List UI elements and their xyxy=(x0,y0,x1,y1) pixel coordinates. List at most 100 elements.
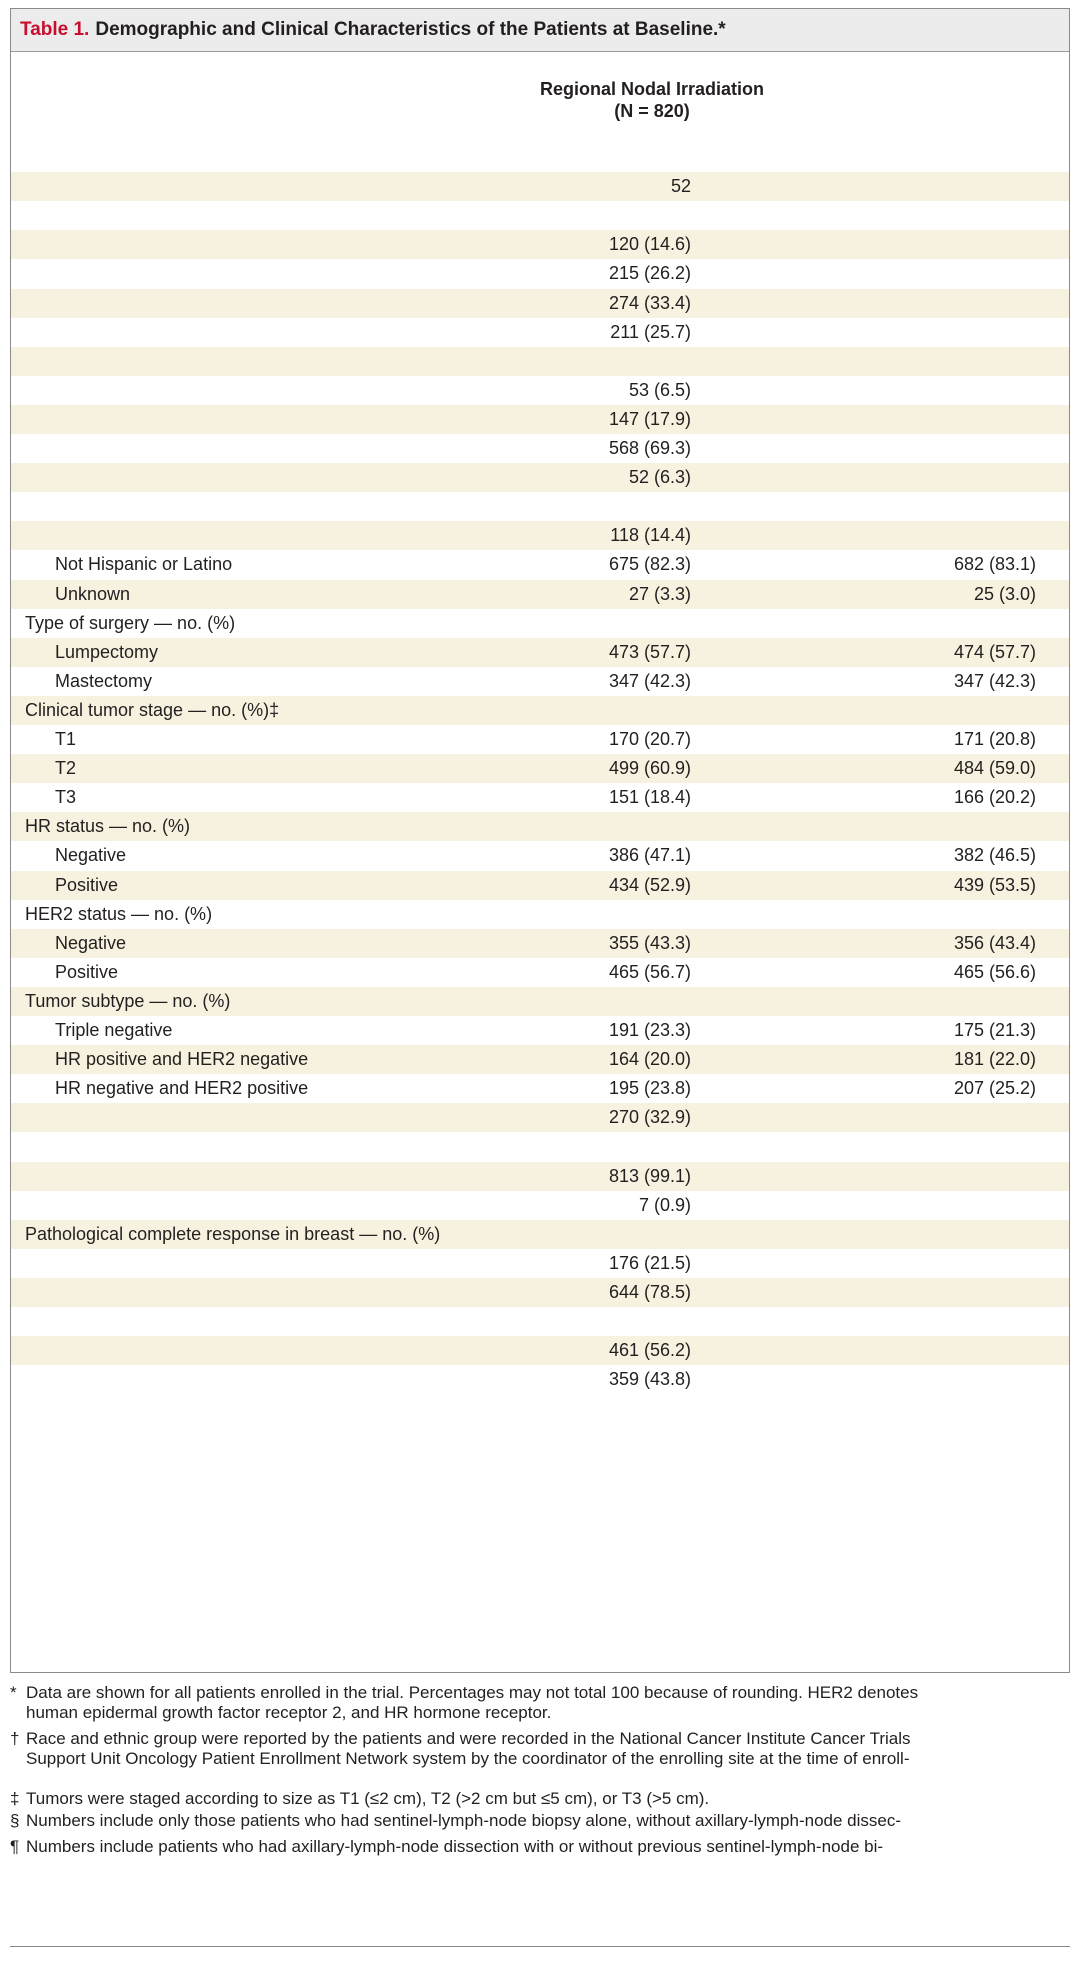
table-row: HER2 status — no. (%) xyxy=(11,900,1069,929)
cell-rni: 347 (42.3) xyxy=(608,670,691,691)
footnote-line: * Data are shown for all patients enrolle… xyxy=(10,1682,918,1704)
row-label: HR status — no. (%) xyxy=(25,816,191,837)
table-row: 644 (78.5) xyxy=(11,1277,1069,1307)
table-row xyxy=(11,492,1069,521)
cell-rni: 499 (60.9) xyxy=(608,758,691,779)
table-row: 274 (33.4) xyxy=(11,288,1069,318)
cell-rni: 274 (33.4) xyxy=(608,292,691,313)
row-label: T1 xyxy=(55,729,77,750)
row-label: Tumor subtype — no. (%) xyxy=(25,990,231,1011)
cell-control: 465 (56.6) xyxy=(953,961,1036,982)
cell-control: 347 (42.3) xyxy=(953,670,1036,691)
cell-rni: 215 (26.2) xyxy=(608,263,691,284)
cell-control: 484 (59.0) xyxy=(953,758,1036,779)
cell-rni: 644 (78.5) xyxy=(608,1281,691,1302)
cell-rni: 7 (0.9) xyxy=(638,1194,691,1215)
table-row: 120 (14.6) xyxy=(11,230,1069,260)
table-row: Lumpectomy 473 (57.7) 474 (57.7) xyxy=(11,637,1069,667)
footnote-text: Race and ethnic group were reported by t… xyxy=(26,1729,911,1748)
cell-control: 171 (20.8) xyxy=(953,729,1036,750)
cell-rni: 164 (20.0) xyxy=(608,1049,691,1070)
row-label: HR positive and HER2 negative xyxy=(55,1049,309,1070)
footnote-line: † Race and ethnic group were reported by … xyxy=(10,1728,911,1750)
footnote-line: Support Unit Oncology Patient Enrollment… xyxy=(10,1748,910,1770)
cell-control: 356 (43.4) xyxy=(953,932,1036,953)
row-label: Type of surgery — no. (%) xyxy=(25,612,236,633)
footnote-line: human epidermal growth factor receptor 2… xyxy=(10,1702,551,1724)
row-label: HR negative and HER2 positive xyxy=(55,1078,309,1099)
row-label: Clinical tumor stage — no. (%)‡ xyxy=(25,699,280,720)
table-row: Negative 386 (47.1) 382 (46.5) xyxy=(11,841,1069,870)
cell-control: 175 (21.3) xyxy=(953,1020,1036,1041)
column-header: Regional Nodal Irradiation (N = 820) xyxy=(11,52,1069,142)
table-row: 270 (32.9) xyxy=(11,1103,1069,1133)
cell-control: 382 (46.5) xyxy=(953,845,1036,866)
cell-control: 439 (53.5) xyxy=(953,874,1036,895)
row-label: Negative xyxy=(55,932,127,953)
table-row: 813 (99.1) xyxy=(11,1161,1069,1191)
footnote-mark: † xyxy=(10,1729,20,1748)
cell-rni: 568 (69.3) xyxy=(608,438,691,459)
table-row: 147 (17.9) xyxy=(11,404,1069,434)
cell-rni: 120 (14.6) xyxy=(608,234,691,255)
table-title: Table 1. Demographic and Clinical Charac… xyxy=(11,9,1069,52)
bottom-rule xyxy=(10,1946,1070,1947)
footnote-text: Support Unit Oncology Patient Enrollment… xyxy=(26,1749,910,1768)
cell-control: 181 (22.0) xyxy=(953,1049,1036,1070)
cell-control: 25 (3.0) xyxy=(973,583,1036,604)
row-label: Lumpectomy xyxy=(55,641,159,662)
footnote-line: § Numbers include only those patients who… xyxy=(10,1810,901,1832)
table-row: 211 (25.7) xyxy=(11,318,1069,347)
table-number: Table 1. xyxy=(20,19,90,40)
cell-rni: 52 (6.3) xyxy=(628,467,691,488)
table-row: HR positive and HER2 negative 164 (20.0) 1… xyxy=(11,1045,1069,1075)
footnote-text: Tumors were staged according to size as … xyxy=(26,1789,710,1808)
table-row: 568 (69.3) xyxy=(11,434,1069,463)
table-row: 461 (56.2) xyxy=(11,1336,1069,1366)
table-row: HR negative and HER2 positive 195 (23.8) 2… xyxy=(11,1074,1069,1103)
table-row xyxy=(11,346,1069,376)
cell-rni: 53 (6.5) xyxy=(628,379,691,400)
table-row: Not Hispanic or Latino 675 (82.3) 682 (83.… xyxy=(11,550,1069,579)
row-label: Not Hispanic or Latino xyxy=(55,554,233,575)
table-row: 176 (21.5) xyxy=(11,1249,1069,1278)
cell-rni: 52 xyxy=(670,176,691,197)
table-row: T1 170 (20.7) 171 (20.8) xyxy=(11,725,1069,754)
footnote-mark: § xyxy=(10,1811,20,1830)
row-label: Unknown xyxy=(55,583,131,604)
row-label: Pathological complete response in breast… xyxy=(25,1223,441,1244)
footnote-line: ‡ Tumors were staged according to size as… xyxy=(10,1788,709,1810)
footnote-text: Numbers include only those patients who … xyxy=(26,1811,902,1830)
footnote-text: Data are shown for all patients enrolled… xyxy=(26,1683,919,1702)
row-label: Negative xyxy=(55,845,127,866)
cell-rni: 118 (14.4) xyxy=(610,525,691,546)
cell-control: 166 (20.2) xyxy=(953,787,1036,808)
table-row xyxy=(11,1307,1069,1336)
footnote-text: human epidermal growth factor receptor 2… xyxy=(26,1703,552,1722)
table-row: Unknown 27 (3.3) 25 (3.0) xyxy=(11,579,1069,609)
table-row: 7 (0.9) xyxy=(11,1191,1069,1220)
table-row: Mastectomy 347 (42.3) 347 (42.3) xyxy=(11,667,1069,696)
cell-control: 474 (57.7) xyxy=(953,641,1036,662)
table-row: Clinical tumor stage — no. (%)‡ xyxy=(11,695,1069,725)
cell-rni: 147 (17.9) xyxy=(608,408,691,429)
cell-rni: 461 (56.2) xyxy=(608,1340,691,1361)
row-label: Positive xyxy=(55,961,119,982)
table-row xyxy=(11,201,1069,230)
row-label: T3 xyxy=(55,787,77,808)
table-row: Positive 434 (52.9) 439 (53.5) xyxy=(11,870,1069,900)
table-row: Negative 355 (43.3) 356 (43.4) xyxy=(11,928,1069,958)
cell-control: 682 (83.1) xyxy=(953,554,1036,575)
footnote-text: Numbers include patients who had axillar… xyxy=(26,1837,884,1856)
cell-rni: 465 (56.7) xyxy=(608,961,691,982)
table-row: T2 499 (60.9) 484 (59.0) xyxy=(11,754,1069,784)
cell-rni: 176 (21.5) xyxy=(608,1252,691,1273)
cell-rni: 813 (99.1) xyxy=(608,1165,691,1186)
footnote-mark: ‡ xyxy=(10,1789,20,1808)
footnote-line: ¶ Numbers include patients who had axilla… xyxy=(10,1836,883,1858)
row-label: Positive xyxy=(55,874,119,895)
cell-rni: 359 (43.8) xyxy=(608,1369,691,1390)
cell-rni: 675 (82.3) xyxy=(608,554,691,575)
table-row: 52 (6.3) xyxy=(11,463,1069,493)
footnote-mark: ¶ xyxy=(10,1837,20,1856)
